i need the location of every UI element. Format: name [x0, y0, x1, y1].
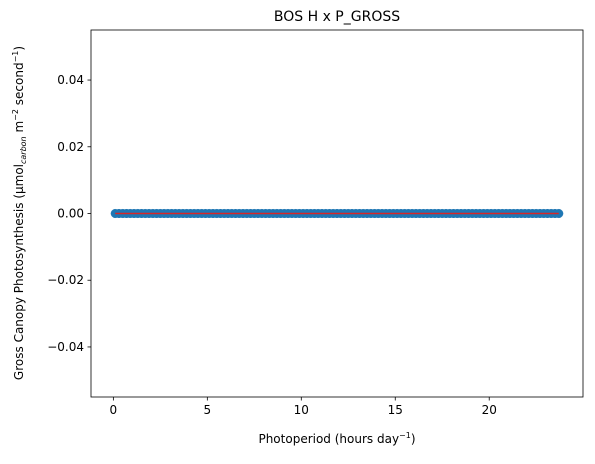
chart-title: BOS H x P_GROSS	[274, 9, 400, 25]
x-tick-label: 15	[388, 403, 403, 417]
x-axis-label-base: Photoperiod (hours day	[258, 432, 399, 446]
y-axis-ticks: 0.04 0.02 0.00 −0.02 −0.04	[47, 73, 91, 354]
x-axis-label-sup: −1	[399, 431, 411, 440]
x-axis-label: Photoperiod (hours day−1)	[258, 431, 415, 446]
y-axis-label-part-d: )	[12, 46, 26, 51]
x-tick-label: 10	[294, 403, 309, 417]
y-axis-label-part-c: second	[12, 62, 26, 109]
y-axis-label-sup1: −2	[11, 109, 20, 121]
y-axis-label-part-a: Gross Canopy Photosynthesis (µmol	[12, 164, 26, 380]
plot-area	[110, 208, 564, 219]
y-axis-label-sup2: −1	[11, 51, 20, 63]
x-tick-label: 5	[204, 403, 212, 417]
y-tick-label: −0.02	[47, 273, 84, 287]
y-tick-label: 0.04	[57, 73, 84, 87]
x-axis-ticks: 0 5 10 15 20	[110, 397, 497, 417]
x-tick-label: 20	[482, 403, 497, 417]
y-tick-label: 0.02	[57, 140, 84, 154]
y-tick-label: 0.00	[57, 207, 84, 221]
y-axis-label-sub: carbon	[19, 136, 28, 164]
y-axis-label-part-b: m	[12, 121, 26, 137]
x-tick-label: 0	[110, 403, 118, 417]
y-tick-label: −0.04	[47, 340, 84, 354]
y-axis-label: Gross Canopy Photosynthesis (µmolcarbon …	[11, 46, 28, 380]
x-axis-label-tail: )	[411, 432, 416, 446]
